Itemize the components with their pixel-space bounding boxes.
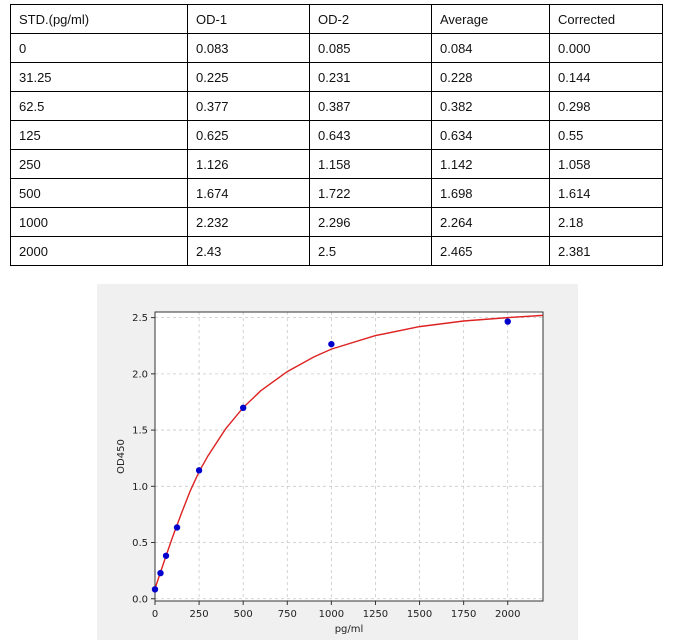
table-cell: 0.144 [549,62,663,92]
standards-table: STD.(pg/ml) OD-1 OD-2 Average Corrected 0 0.08… [10,4,663,266]
table-cell: 0.55 [549,120,663,150]
table-cell: 0.298 [549,91,663,121]
x-tick-label: 0 [152,609,158,620]
y-tick-label: 0.0 [132,594,148,605]
table-cell: 2.18 [549,207,663,237]
chart-svg: 0 250 500 750 1000 1250 1500 1750 2000 0.0 0.5 1.0 1… [116,311,544,635]
data-point [195,467,203,474]
column-header: Corrected [549,4,663,34]
y-tick-label: 0.5 [132,538,148,549]
table-cell: 0.225 [187,62,310,92]
table-row: 250 1.126 1.158 1.142 1.058 [10,149,663,179]
table-row: 31.25 0.225 0.231 0.228 0.144 [10,62,663,92]
table-cell: 31.25 [10,62,188,92]
table-cell: 0.085 [309,33,432,63]
table-cell: 125 [10,120,188,150]
table-cell: 2.465 [431,236,550,266]
x-tick-label: 750 [278,609,297,620]
x-tick-label: 2000 [495,609,520,620]
table-cell: 1.058 [549,149,663,179]
table-cell: 0.634 [431,120,550,150]
table-cell: 2.232 [187,207,310,237]
table-cell: 0.377 [187,91,310,121]
table-cell: 2.43 [187,236,310,266]
x-tick-label: 1000 [319,609,344,620]
x-tick-label: 250 [190,609,209,620]
standards-table-body: STD.(pg/ml) OD-1 OD-2 Average Corrected 0 0.08… [10,4,663,266]
table-cell: 500 [10,178,188,208]
table-row: 62.5 0.377 0.387 0.382 0.298 [10,91,663,121]
table-cell: 0 [10,33,188,63]
data-point [504,318,511,325]
table-cell: 1.698 [431,178,550,208]
column-header: Average [431,4,550,34]
y-tick-label: 2.5 [132,313,148,324]
standard-curve-chart: 0 250 500 750 1000 1250 1500 1750 2000 0.0 0.5 1.0 1… [97,284,578,640]
x-tick-label: 1750 [451,609,476,620]
table-cell: 0.382 [431,91,550,121]
table-row: 500 1.674 1.722 1.698 1.614 [10,178,663,208]
table-cell: 0.083 [187,33,310,63]
table-cell: 0.084 [431,33,550,63]
table-cell: 2.296 [309,207,432,237]
data-point [157,569,164,577]
table-cell: 0.000 [549,33,663,63]
data-point [328,340,335,348]
table-cell: 2.5 [309,236,432,266]
plot-frame [154,311,544,602]
table-cell: 2.264 [431,207,550,237]
table-cell: 1.674 [187,178,310,208]
column-header: OD-1 [187,4,310,34]
x-tick-label: 1500 [407,609,432,620]
x-tick-label: 1250 [363,609,388,620]
table-cell: 250 [10,149,188,179]
data-point [151,586,159,593]
column-header: STD.(pg/ml) [10,4,188,34]
data-point [239,404,247,412]
table-cell: 0.228 [431,62,550,92]
table-cell: 1000 [10,207,188,237]
table-cell: 0.625 [187,120,310,150]
table-row: 0 0.083 0.085 0.084 0.000 [10,33,663,63]
y-tick-label: 1.5 [132,426,148,437]
y-tick-label: 2.0 [132,369,148,380]
data-point [162,552,170,559]
table-cell: 1.158 [309,149,432,179]
table-cell: 0.387 [309,91,432,121]
table-cell: 0.643 [309,120,432,150]
x-tick-label: 500 [234,609,253,620]
table-cell: 2000 [10,236,188,266]
table-cell: 1.614 [549,178,663,208]
y-tick-label: 1.0 [132,482,148,493]
table-cell: 1.722 [309,178,432,208]
column-header: OD-2 [309,4,432,34]
table-cell: 2.381 [549,236,663,266]
y-axis-label: OD450 [116,439,127,474]
table-header-row: STD.(pg/ml) OD-1 OD-2 Average Corrected [10,4,663,34]
data-point [173,524,181,531]
table-cell: 1.126 [187,149,310,179]
table-cell: 1.142 [431,149,550,179]
x-axis-label: pg/ml [335,624,364,635]
table-row: 2000 2.43 2.5 2.465 2.381 [10,236,663,266]
table-cell: 0.231 [309,62,432,92]
table-row: 1000 2.232 2.296 2.264 2.18 [10,207,663,237]
table-cell: 62.5 [10,91,188,121]
plot-area [155,312,543,601]
table-row: 125 0.625 0.643 0.634 0.55 [10,120,663,150]
